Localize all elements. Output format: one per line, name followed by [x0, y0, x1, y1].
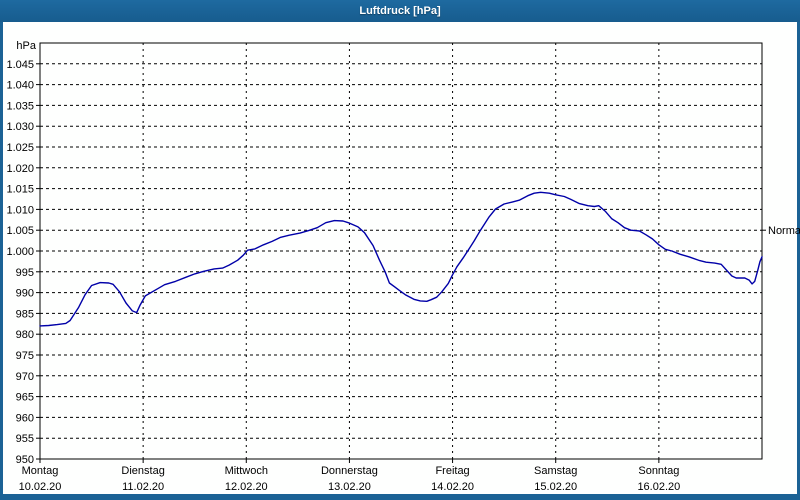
- y-tick-label: 975: [16, 350, 34, 362]
- y-tick-label: 1.040: [6, 80, 34, 92]
- y-tick-label: 1.020: [6, 163, 34, 175]
- y-tick-label: 980: [16, 329, 34, 341]
- page-title: Luftdruck [hPa]: [359, 5, 441, 17]
- y-tick-label: 1.015: [6, 184, 34, 196]
- x-grid-and-labels: [39, 43, 660, 463]
- day-name-label: Sonntag: [638, 465, 679, 477]
- day-date-label: 10.02.20: [19, 481, 62, 493]
- day-name-label: Donnerstag: [321, 465, 378, 477]
- plot-border: [39, 42, 763, 460]
- y-grid-and-labels: [36, 63, 762, 460]
- y-tick-label: 950: [16, 454, 34, 466]
- y-tick-label: 960: [16, 412, 34, 424]
- pressure-chart: 950 955 960 965 970 975 980 985 990 995 1.000 1.005…: [6, 40, 800, 493]
- day-date-label: 11.02.20: [122, 481, 164, 493]
- day-date-label: 16.02.20: [637, 481, 680, 493]
- y-tick-label: 1.045: [6, 59, 34, 71]
- y-tick-label: 970: [16, 371, 34, 383]
- y-tick-label: 1.005: [6, 225, 34, 237]
- y-tick-label: 1.000: [6, 246, 34, 258]
- y-tick-label: 1.035: [6, 100, 34, 112]
- title-bar: Luftdruck [hPa]: [0, 0, 800, 22]
- normal-label: Normal: [768, 225, 800, 237]
- day-name-label: Samstag: [534, 465, 577, 477]
- day-name-label: Mittwoch: [225, 465, 268, 477]
- y-tick-label: 1.025: [6, 142, 34, 154]
- y-tick-label: 985: [16, 308, 34, 320]
- y-tick-label: 995: [16, 267, 34, 279]
- day-name-label: Freitag: [435, 465, 469, 477]
- chart-background: [3, 22, 797, 494]
- y-tick-label: 965: [16, 392, 34, 404]
- pressure-line: [39, 191, 763, 327]
- y-tick-label: 1.010: [6, 204, 34, 216]
- day-date-label: 14.02.20: [431, 481, 474, 493]
- day-name-label: Montag: [22, 465, 59, 477]
- y-tick-label: 955: [16, 433, 34, 445]
- y-axis-unit-label: hPa: [16, 40, 36, 52]
- day-date-label: 15.02.20: [534, 481, 577, 493]
- day-date-label: 12.02.20: [225, 481, 268, 493]
- normal-annotation: Normal: [762, 225, 800, 237]
- day-name-label: Dienstag: [121, 465, 164, 477]
- y-tick-label: 1.030: [6, 121, 34, 133]
- day-date-label: 13.02.20: [328, 481, 371, 493]
- y-tick-label: 990: [16, 288, 34, 300]
